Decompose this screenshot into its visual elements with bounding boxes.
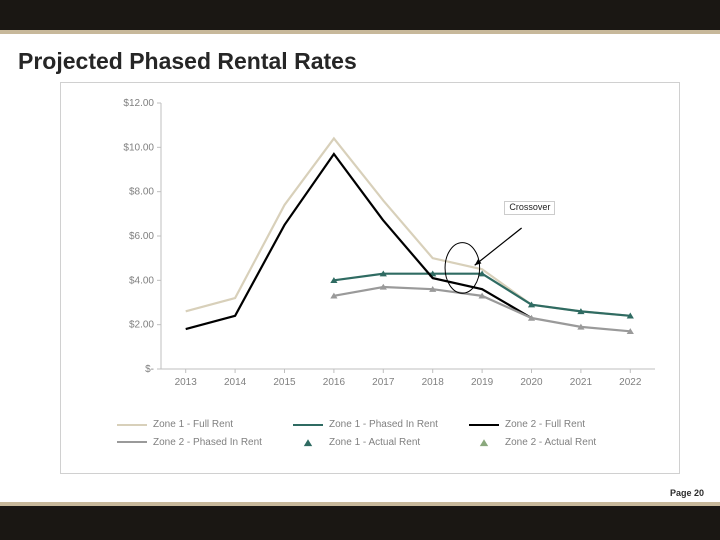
svg-text:$10.00: $10.00 [123,142,154,153]
legend-item-zone2-actual: Zone 2 - Actual Rent [469,436,619,448]
svg-text:2020: 2020 [520,377,543,388]
svg-text:2017: 2017 [372,377,395,388]
series-group [186,138,634,334]
legend-swatch [469,436,499,448]
legend-swatch [117,441,147,443]
legend-swatch [293,436,323,448]
legend-label: Zone 1 - Phased In Rent [329,419,438,430]
legend-label: Zone 2 - Phased In Rent [153,437,262,448]
svg-text:2022: 2022 [619,377,642,388]
crossover-arrow [475,228,522,265]
legend-item-zone1-phased: Zone 1 - Phased In Rent [293,419,443,430]
legend-item-zone1-actual: Zone 1 - Actual Rent [293,436,443,448]
svg-text:2014: 2014 [224,377,247,388]
page-number: Page 20 [670,488,704,498]
legend-swatch [469,424,499,426]
legend-item-zone2-phased: Zone 2 - Phased In Rent [117,437,267,448]
series-zone2_full [186,154,532,329]
legend-label: Zone 2 - Actual Rent [505,437,596,448]
svg-text:$-: $- [145,364,154,375]
slide-bottom-bar [0,506,720,540]
chart-plot-area: $-$2.00$4.00$6.00$8.00$10.00$12.00 20132… [117,97,663,397]
svg-text:$4.00: $4.00 [129,275,154,286]
legend-swatch [117,424,147,426]
legend-item-zone1-full: Zone 1 - Full Rent [117,419,267,430]
chart-container: $-$2.00$4.00$6.00$8.00$10.00$12.00 20132… [60,82,680,474]
legend-label: Zone 1 - Full Rent [153,419,233,430]
legend-swatch [293,424,323,426]
chart-legend: Zone 1 - Full Rent Zone 1 - Phased In Re… [117,419,663,469]
y-ticks: $- $2.00 $4.00 $6.00 $8.00 $10.00 $12.00 [123,98,161,375]
chart-svg: $-$2.00$4.00$6.00$8.00$10.00$12.00 20132… [117,97,663,397]
legend-label: Zone 2 - Full Rent [505,419,585,430]
legend-label: Zone 1 - Actual Rent [329,437,420,448]
svg-text:$2.00: $2.00 [129,320,154,331]
svg-text:$8.00: $8.00 [129,187,154,198]
svg-text:2021: 2021 [570,377,593,388]
legend-item-zone2-full: Zone 2 - Full Rent [469,419,619,430]
svg-text:$12.00: $12.00 [123,98,154,109]
slide-top-accent [0,30,720,34]
slide-top-bar [0,0,720,30]
svg-text:2018: 2018 [422,377,445,388]
x-ticks: 2013 2014 2015 2016 2017 2018 2019 2020 2021 2022 [175,369,642,388]
svg-text:$6.00: $6.00 [129,231,154,242]
crossover-label: Crossover [504,201,555,215]
legend-row-2: Zone 2 - Phased In Rent Zone 1 - Actual … [117,436,663,448]
series-zone1_full [186,138,631,315]
slide-title: Projected Phased Rental Rates [18,48,357,75]
svg-text:2013: 2013 [175,377,198,388]
legend-row-1: Zone 1 - Full Rent Zone 1 - Phased In Re… [117,419,663,430]
svg-text:2019: 2019 [471,377,494,388]
svg-text:2015: 2015 [273,377,296,388]
svg-text:2016: 2016 [323,377,346,388]
